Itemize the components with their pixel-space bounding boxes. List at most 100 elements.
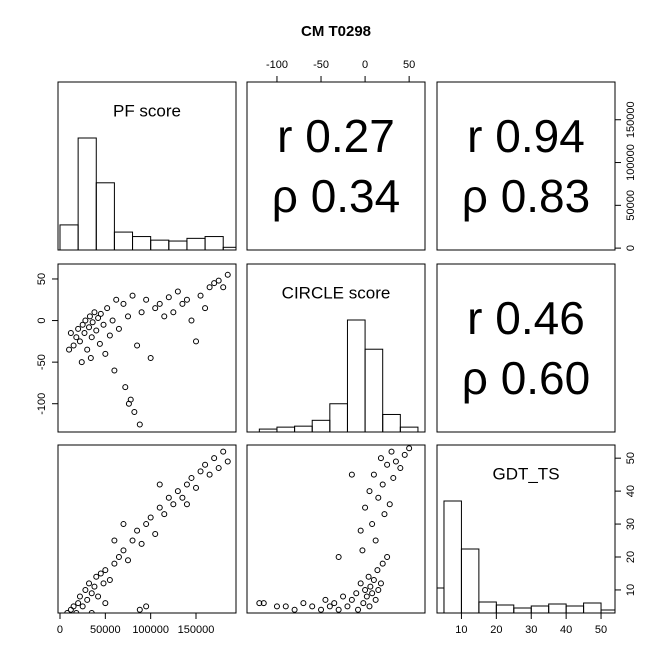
- point: [379, 560, 386, 567]
- chart-title: CM T0298: [301, 23, 371, 40]
- point: [115, 325, 122, 332]
- histogram: [437, 500, 615, 613]
- point: [109, 317, 116, 324]
- point: [206, 284, 213, 291]
- hist-bar: [478, 601, 497, 613]
- point: [152, 530, 159, 537]
- point: [70, 603, 77, 610]
- point: [111, 560, 118, 567]
- point: [224, 271, 231, 278]
- point: [344, 603, 351, 610]
- point: [406, 445, 413, 452]
- panel-frame: [57, 263, 237, 433]
- point: [340, 593, 347, 600]
- point: [282, 603, 289, 610]
- panel-frame: [246, 81, 426, 251]
- rho-label: ρ 0.83: [462, 170, 590, 222]
- hist-bar: [583, 602, 602, 613]
- point: [79, 603, 86, 610]
- point: [147, 354, 154, 361]
- point: [143, 521, 150, 528]
- point: [335, 554, 342, 560]
- point: [384, 461, 391, 468]
- point: [224, 458, 231, 465]
- point: [84, 346, 91, 353]
- panel-frame: [57, 81, 237, 251]
- point: [111, 367, 118, 374]
- point: [152, 305, 159, 312]
- point: [73, 334, 80, 341]
- point: [67, 330, 74, 337]
- point: [381, 511, 388, 518]
- point: [388, 448, 395, 455]
- point: [197, 468, 204, 475]
- point: [309, 603, 316, 610]
- point: [359, 547, 366, 554]
- point: [348, 471, 355, 478]
- hist-bar: [443, 500, 462, 613]
- variable-label: GDT_TS: [492, 464, 559, 483]
- point: [161, 511, 168, 518]
- point: [174, 288, 181, 295]
- tick-label: 50000: [90, 624, 121, 636]
- point: [82, 317, 89, 324]
- tick-label: 20: [625, 551, 637, 563]
- point: [183, 481, 190, 488]
- point: [102, 567, 109, 574]
- hist-bar: [495, 604, 515, 613]
- point: [179, 300, 186, 307]
- point: [106, 577, 113, 584]
- hist-bar: [460, 548, 480, 613]
- point: [353, 590, 360, 597]
- panel-frame: [436, 263, 616, 433]
- point: [97, 570, 104, 577]
- point: [384, 554, 391, 560]
- tick-label: 100000: [625, 144, 637, 181]
- hist-bar: [311, 419, 331, 432]
- point: [367, 583, 374, 590]
- hist-bar: [150, 239, 170, 250]
- hist-bar: [329, 403, 348, 432]
- hist-bar: [565, 605, 585, 613]
- point: [170, 501, 177, 508]
- point: [156, 300, 163, 307]
- tick-label: 10: [625, 584, 637, 596]
- point: [401, 451, 408, 458]
- point: [66, 346, 73, 353]
- point: [300, 600, 307, 607]
- tick-label: 50: [595, 624, 607, 636]
- point: [372, 537, 379, 544]
- panel-frame: [436, 81, 616, 251]
- point: [206, 471, 213, 478]
- point: [260, 600, 267, 607]
- point: [86, 313, 93, 320]
- point: [256, 600, 263, 607]
- point: [156, 504, 163, 511]
- point: [81, 330, 88, 337]
- point: [362, 586, 369, 593]
- point: [369, 590, 376, 597]
- point: [386, 501, 393, 508]
- point: [183, 501, 190, 508]
- tick-label: 50000: [625, 190, 637, 221]
- point: [165, 494, 172, 501]
- point: [64, 610, 71, 613]
- tick-label: 150000: [625, 101, 637, 138]
- point: [120, 521, 127, 528]
- point: [73, 610, 80, 613]
- point: [100, 321, 107, 328]
- hist-bar: [600, 609, 615, 613]
- point: [122, 384, 129, 391]
- point: [75, 325, 82, 332]
- point: [291, 606, 298, 613]
- point: [134, 527, 141, 534]
- point: [78, 359, 85, 366]
- point: [136, 606, 143, 613]
- point: [335, 606, 342, 613]
- point: [188, 474, 195, 481]
- point: [215, 465, 222, 472]
- point: [377, 580, 384, 587]
- scatter: [66, 271, 231, 428]
- point: [88, 590, 95, 597]
